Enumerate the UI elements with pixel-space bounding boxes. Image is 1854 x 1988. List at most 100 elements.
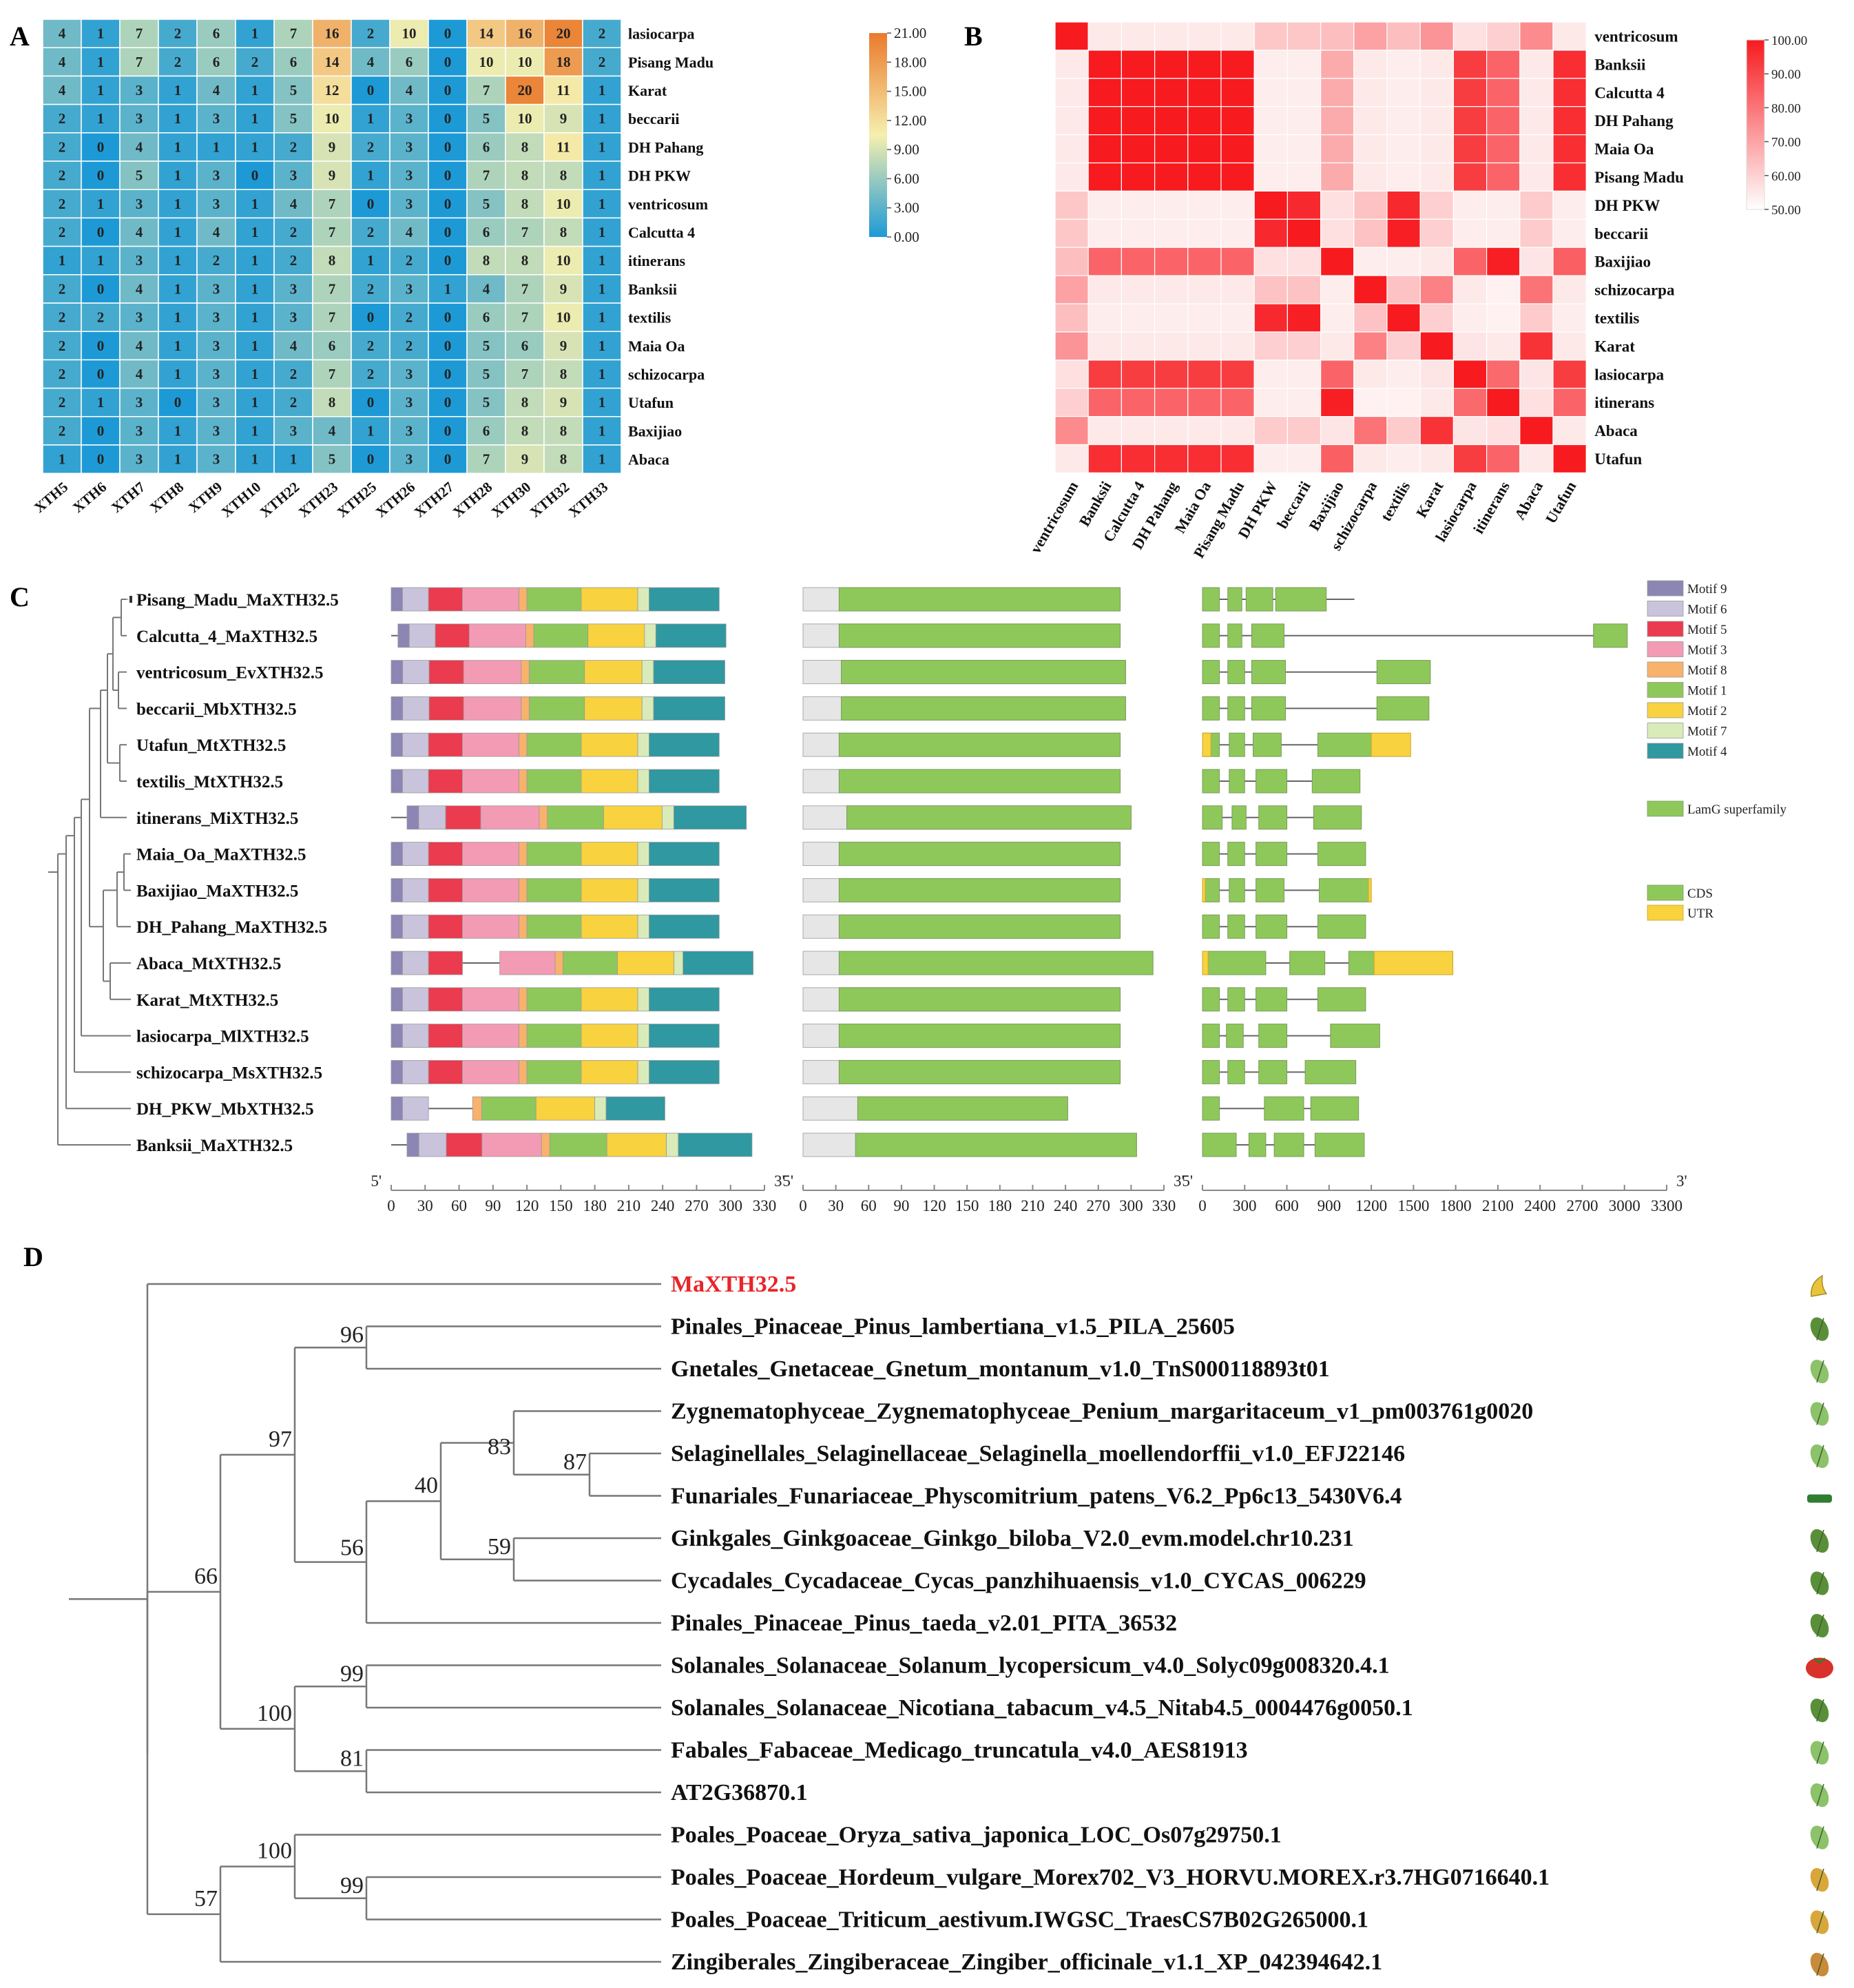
heat-cell-a <box>389 19 429 48</box>
heat-cell-value-a: 1 <box>598 309 606 326</box>
cds-exon-c <box>1202 1024 1220 1048</box>
sim-cell-b <box>1353 50 1388 79</box>
axis-label-c: 900 <box>1317 1197 1342 1214</box>
heat-cell-a <box>81 19 121 48</box>
heat-cell-a <box>42 444 82 474</box>
heat-cell-value-a: 1 <box>598 338 606 354</box>
sim-cell-b <box>1419 444 1454 474</box>
heat-cell-value-a: 2 <box>59 167 66 184</box>
sim-cell-b <box>1386 247 1421 276</box>
row-label-a: Banksii <box>628 280 677 298</box>
tomato-fruit <box>1806 1657 1833 1679</box>
sim-cell-b <box>1220 303 1255 333</box>
legend-bar-a <box>869 33 887 237</box>
heat-cell-value-a: 7 <box>290 25 298 42</box>
sim-cell-b <box>1154 21 1189 51</box>
motif-box-c <box>581 878 638 902</box>
heat-cell-a <box>389 302 429 332</box>
heat-cell-value-a: 1 <box>598 451 606 468</box>
heat-cell-value-a: 9 <box>560 338 567 354</box>
heat-cell-a <box>582 75 622 105</box>
heat-cell-a <box>428 103 468 134</box>
axis-label-c: 0 <box>1198 1197 1207 1214</box>
row-label-a: Karat <box>628 82 667 99</box>
lamg-domain-c <box>838 732 1121 757</box>
heat-cell-a <box>158 47 198 77</box>
cds-exon-c <box>1202 951 1267 975</box>
leaf-label-d: Ginkgales_Ginkgoaceae_Ginkgo_biloba_V2.0… <box>671 1526 1354 1551</box>
cds-exon-c <box>1227 914 1245 939</box>
sim-cell-b <box>1320 444 1355 474</box>
cds-exon-c <box>1231 805 1247 830</box>
sim-cell-b <box>1121 247 1156 276</box>
sim-cell-b <box>1486 162 1521 192</box>
motif-box-c <box>637 914 649 939</box>
cds-exon-c <box>1202 696 1220 721</box>
heat-cell-a <box>505 274 545 304</box>
heat-cell-value-a: 10 <box>325 110 340 127</box>
bootstrap-label-d: 83 <box>488 1434 511 1460</box>
heat-cell-a <box>158 444 198 474</box>
heat-cell-value-a: 1 <box>174 138 182 155</box>
end5-label-c: 5' <box>782 1172 793 1190</box>
motif-box-c <box>390 951 403 975</box>
sim-cell-b <box>1187 21 1222 51</box>
heat-cell-value-a: 2 <box>406 252 413 269</box>
heat-cell-value-a: 2 <box>290 366 298 382</box>
lamg-domain-c <box>855 1132 1137 1157</box>
heat-cell-value-a: 3 <box>406 422 413 439</box>
heat-cell-a <box>42 47 82 77</box>
heat-cell-a <box>119 103 159 134</box>
plant-leaf-shape <box>1810 1613 1829 1638</box>
gene-name-c: Karat_MtXTH32.5 <box>136 991 278 1010</box>
sim-cell-b <box>1552 415 1587 446</box>
legend-swatch-c <box>1647 601 1684 617</box>
heat-cell-value-a: 10 <box>402 25 417 42</box>
heat-cell-value-a: 3 <box>406 366 413 382</box>
heat-cell-value-a: 3 <box>136 196 143 212</box>
sim-cell-b <box>1353 275 1388 304</box>
legend-label-a: 21.00 <box>894 25 926 41</box>
heat-cell-a <box>582 217 622 247</box>
motif-box-c <box>649 878 720 902</box>
heat-cell-a <box>273 217 313 247</box>
heat-cell-value-a: 3 <box>213 338 220 354</box>
heat-cell-value-a: 1 <box>251 422 259 439</box>
heat-cell-value-a: 3 <box>406 138 413 155</box>
motif-box-c <box>462 769 519 794</box>
motif-box-c <box>529 660 585 684</box>
col-label-a: XTH7 <box>108 479 148 516</box>
motif-box-c <box>462 842 519 866</box>
heat-cell-a <box>235 132 275 162</box>
motif-box-c <box>462 587 519 612</box>
axis-label-c: 30 <box>828 1197 844 1214</box>
motif-box-c <box>526 987 582 1012</box>
sim-cell-b <box>1452 190 1488 220</box>
motif-box-c <box>606 1132 667 1157</box>
heat-cell-a <box>466 245 506 276</box>
heat-cell-a <box>466 132 506 162</box>
cds-exon-c <box>1227 623 1242 648</box>
cds-exon-c <box>1593 623 1628 648</box>
motif-box-c <box>549 1132 607 1157</box>
sim-cell-b <box>1121 360 1156 389</box>
heat-cell-value-a: 10 <box>518 110 532 127</box>
heat-cell-value-a: 1 <box>598 224 606 240</box>
heat-cell-a <box>312 103 352 134</box>
heat-cell-value-a: 1 <box>367 252 375 269</box>
legend-label-b: 100.00 <box>1771 34 1807 48</box>
heat-cell-value-a: 5 <box>329 451 336 468</box>
heat-cell-value-a: 1 <box>367 110 375 127</box>
motif-box-c <box>605 1096 665 1121</box>
sim-cell-b <box>1552 331 1587 361</box>
heat-cell-a <box>543 47 583 77</box>
legend-label-a: 12.00 <box>894 112 926 129</box>
axis-label-c: 210 <box>1021 1197 1045 1214</box>
heat-cell-a <box>543 132 583 162</box>
cds-exon-c <box>1317 914 1366 939</box>
row-label-a: Maia Oa <box>628 338 685 355</box>
legend-label-a: 0.00 <box>894 229 919 245</box>
sim-cell-b <box>1419 247 1454 276</box>
moss-icon <box>1807 1494 1832 1503</box>
heat-cell-a <box>273 274 313 304</box>
